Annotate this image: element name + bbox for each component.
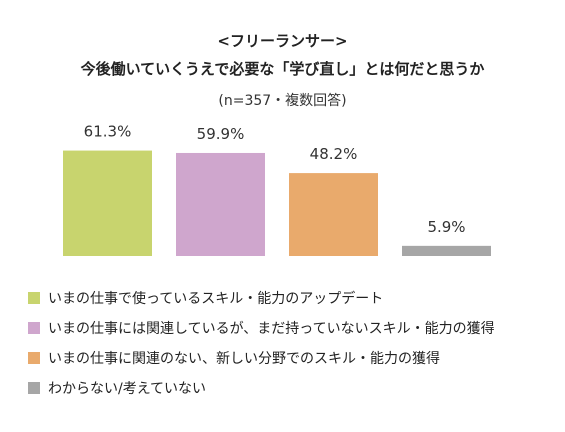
- bar-value-label: 5.9%: [427, 218, 465, 236]
- legend-swatch: [28, 322, 40, 334]
- bar: [176, 152, 265, 256]
- bar-value-label: 61.3%: [84, 123, 132, 141]
- bar-value-label: 48.2%: [310, 145, 358, 163]
- legend-item: いまの仕事で使っているスキル・能力のアップデート: [28, 283, 495, 313]
- bar: [289, 173, 378, 256]
- legend-swatch: [28, 382, 40, 394]
- legend-swatch: [28, 352, 40, 364]
- legend-item: いまの仕事には関連しているが、まだ持っていないスキル・能力の獲得: [28, 313, 495, 343]
- legend-label: いまの仕事には関連しているが、まだ持っていないスキル・能力の獲得: [48, 321, 495, 337]
- legend: いまの仕事で使っているスキル・能力のアップデート いまの仕事には関連しているが、…: [28, 283, 495, 403]
- chart-question: 今後働いていくうえで必要な「学び直し」とは何だと思うか: [80, 60, 485, 78]
- bar-value-label: 59.9%: [197, 125, 245, 143]
- sample-note: (n=357・複数回答): [218, 93, 347, 109]
- legend-swatch: [28, 292, 40, 304]
- bar: [63, 150, 152, 256]
- chart-title: <フリーランサー>: [217, 32, 348, 50]
- legend-item: わからない/考えていない: [28, 373, 495, 403]
- legend-label: いまの仕事に関連のない、新しい分野でのスキル・能力の獲得: [48, 351, 440, 367]
- bar-chart: 61.3% 59.9% 48.2% 5.9%: [63, 123, 491, 256]
- legend-item: いまの仕事に関連のない、新しい分野でのスキル・能力の獲得: [28, 343, 495, 373]
- bar: [402, 245, 491, 256]
- legend-label: いまの仕事で使っているスキル・能力のアップデート: [48, 291, 384, 307]
- legend-label: わからない/考えていない: [48, 381, 207, 397]
